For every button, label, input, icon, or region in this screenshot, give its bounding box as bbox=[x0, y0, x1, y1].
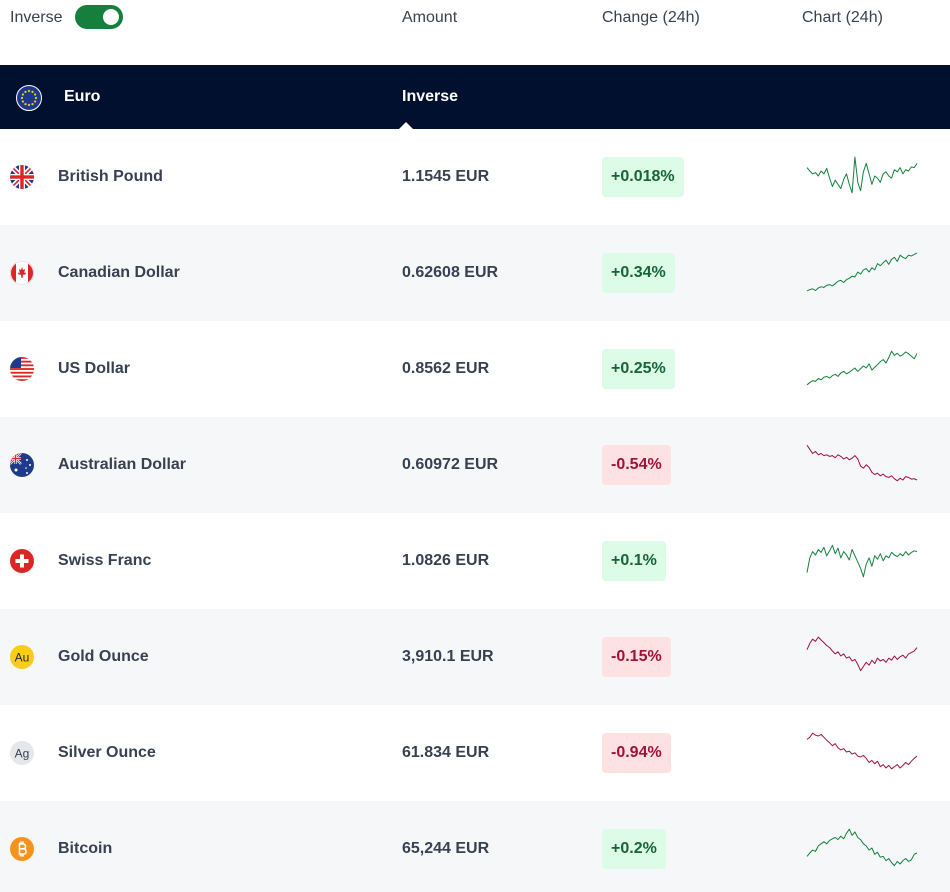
change-badge: +0.2% bbox=[602, 829, 666, 869]
caret-up-icon bbox=[399, 122, 413, 129]
currency-name: Bitcoin bbox=[58, 840, 113, 857]
canada-flag-icon bbox=[10, 261, 34, 285]
change-badge: -0.15% bbox=[602, 637, 671, 677]
sparkline-chart bbox=[806, 252, 918, 292]
svg-text:Ag: Ag bbox=[15, 747, 30, 761]
change-badge: -0.94% bbox=[602, 733, 671, 773]
australia-flag-icon bbox=[10, 453, 34, 477]
base-mode-label: Inverse bbox=[402, 88, 459, 105]
currency-amount: 1.0826 EUR bbox=[402, 552, 490, 569]
sparkline-chart bbox=[806, 636, 918, 672]
sparkline-chart bbox=[806, 544, 918, 578]
sparkline-path bbox=[806, 444, 918, 482]
currency-amount: 1.1545 EUR bbox=[402, 168, 490, 185]
column-header-change: Change (24h) bbox=[602, 9, 700, 26]
sparkline-chart bbox=[806, 444, 918, 482]
currency-amount: 65,244 EUR bbox=[402, 840, 490, 857]
sparkline-path bbox=[806, 252, 918, 292]
sparkline-path bbox=[806, 828, 918, 867]
currency-amount: 3,910.1 EUR bbox=[402, 648, 494, 665]
swiss-flag-icon bbox=[10, 549, 34, 573]
currency-name: Silver Ounce bbox=[58, 744, 156, 761]
currency-amount: 0.62608 EUR bbox=[402, 264, 499, 281]
svg-text:Au: Au bbox=[15, 651, 30, 665]
column-header-chart: Chart (24h) bbox=[802, 9, 883, 26]
currency-row-usd[interactable]: US Dollar 0.8562 EUR +0.25% bbox=[0, 321, 950, 417]
sparkline-chart bbox=[806, 732, 918, 770]
gold-coin-icon: Au bbox=[10, 645, 34, 669]
toggle-knob bbox=[103, 9, 119, 25]
base-currency-name: Euro bbox=[64, 88, 101, 105]
sparkline-path bbox=[806, 732, 918, 770]
table-header: Inverse Amount Change (24h) Chart (24h) bbox=[0, 0, 950, 65]
currency-row-xag[interactable]: Ag Silver Ounce 61.834 EUR -0.94% bbox=[0, 705, 950, 801]
currency-name: Gold Ounce bbox=[58, 648, 149, 665]
currency-name: Canadian Dollar bbox=[58, 264, 180, 281]
silver-coin-icon: Ag bbox=[10, 741, 34, 765]
bitcoin-icon bbox=[10, 837, 34, 861]
change-badge: +0.25% bbox=[602, 349, 675, 389]
sparkline-path bbox=[806, 636, 918, 672]
currency-row-chf[interactable]: Swiss Franc 1.0826 EUR +0.1% bbox=[0, 513, 950, 609]
currency-amount: 61.834 EUR bbox=[402, 744, 490, 761]
currency-row-xau[interactable]: Au Gold Ounce 3,910.1 EUR -0.15% bbox=[0, 609, 950, 705]
uk-flag-icon bbox=[10, 165, 34, 189]
currency-row-aud[interactable]: Australian Dollar 0.60972 EUR -0.54% bbox=[0, 417, 950, 513]
currency-list: British Pound 1.1545 EUR +0.018% Canadia… bbox=[0, 129, 950, 892]
currency-name: Australian Dollar bbox=[58, 456, 187, 473]
change-badge: +0.34% bbox=[602, 253, 675, 293]
currency-row-gbp[interactable]: British Pound 1.1545 EUR +0.018% bbox=[0, 129, 950, 225]
currency-row-cad[interactable]: Canadian Dollar 0.62608 EUR +0.34% bbox=[0, 225, 950, 321]
base-currency-bar[interactable]: Euro Inverse bbox=[0, 65, 950, 129]
inverse-toggle[interactable] bbox=[75, 5, 123, 29]
sparkline-path bbox=[806, 156, 918, 194]
eu-flag-icon bbox=[16, 85, 42, 111]
change-badge: -0.54% bbox=[602, 445, 671, 485]
sparkline-chart bbox=[806, 828, 918, 867]
change-badge: +0.1% bbox=[602, 541, 666, 581]
sparkline-chart bbox=[806, 156, 918, 194]
column-header-amount: Amount bbox=[402, 9, 458, 26]
currency-name: US Dollar bbox=[58, 360, 131, 377]
currency-amount: 0.60972 EUR bbox=[402, 456, 499, 473]
sparkline-path bbox=[806, 544, 918, 578]
currency-row-btc[interactable]: Bitcoin 65,244 EUR +0.2% bbox=[0, 801, 950, 892]
currency-amount: 0.8562 EUR bbox=[402, 360, 490, 377]
change-badge: +0.018% bbox=[602, 157, 684, 197]
sparkline-chart bbox=[806, 350, 918, 386]
inverse-label: Inverse bbox=[10, 9, 63, 26]
us-flag-icon bbox=[10, 357, 34, 381]
sparkline-path bbox=[806, 350, 918, 386]
currency-name: British Pound bbox=[58, 168, 163, 185]
currency-name: Swiss Franc bbox=[58, 552, 152, 569]
